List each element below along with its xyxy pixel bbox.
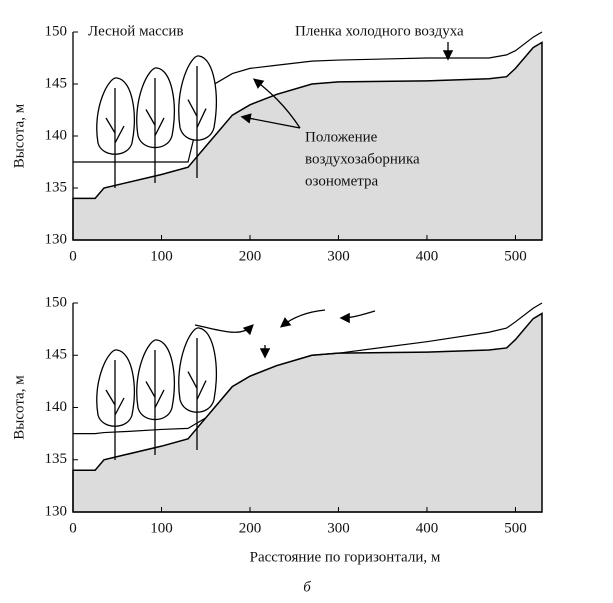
tree-crown <box>178 327 217 450</box>
tree-crown <box>96 77 135 188</box>
airflow-arrow <box>279 309 326 328</box>
annotation: Лесной массив <box>88 23 184 39</box>
film-pointer <box>252 78 301 129</box>
y-axis-label: Высота, м <box>11 103 27 168</box>
airflow-arrow <box>194 324 254 336</box>
x-tick-label: 500 <box>504 520 527 536</box>
annotation: озонометра <box>305 173 378 189</box>
caption: б <box>303 579 311 595</box>
annotation: воздухозаборника <box>305 151 420 167</box>
terrain-area <box>72 41 543 241</box>
x-tick-label: 400 <box>416 520 439 536</box>
x-tick-label: 400 <box>416 248 439 264</box>
tree-crown <box>178 55 217 178</box>
airflow-arrow <box>339 310 376 324</box>
x-tick-label: 300 <box>327 248 350 264</box>
y-axis-label: Высота, м <box>11 375 27 440</box>
x-tick-label: 100 <box>150 520 173 536</box>
x-tick-label: 200 <box>239 520 262 536</box>
y-tick-label: 145 <box>45 347 68 363</box>
tree-crown <box>136 339 175 455</box>
y-tick-label: 135 <box>45 179 68 195</box>
x-tick-label: 0 <box>69 248 77 264</box>
inlet-pointer <box>240 113 301 129</box>
y-tick-label: 135 <box>45 451 68 467</box>
x-tick-label: 500 <box>504 248 527 264</box>
y-tick-label: 130 <box>45 231 68 247</box>
x-tick-label: 0 <box>69 520 77 536</box>
y-tick-label: 150 <box>45 23 68 39</box>
forest <box>96 327 217 460</box>
y-tick-label: 150 <box>45 294 68 310</box>
annotation: Пленка холодного воздуха <box>295 23 464 39</box>
x-axis-label: Расстояние по горизонтали, м <box>250 549 441 565</box>
y-tick-label: 140 <box>45 127 68 143</box>
y-tick-label: 145 <box>45 75 68 91</box>
y-tick-label: 130 <box>45 503 68 519</box>
annotation: Положение <box>305 129 378 145</box>
cold-air-film-line <box>73 302 543 435</box>
x-tick-label: 100 <box>150 248 173 264</box>
x-tick-label: 200 <box>239 248 262 264</box>
x-tick-label: 300 <box>327 520 350 536</box>
tree-crown <box>96 349 135 460</box>
y-tick-label: 140 <box>45 399 68 415</box>
forest <box>96 55 217 188</box>
tree-crown <box>136 67 175 183</box>
cold-air-film-line <box>73 31 543 163</box>
